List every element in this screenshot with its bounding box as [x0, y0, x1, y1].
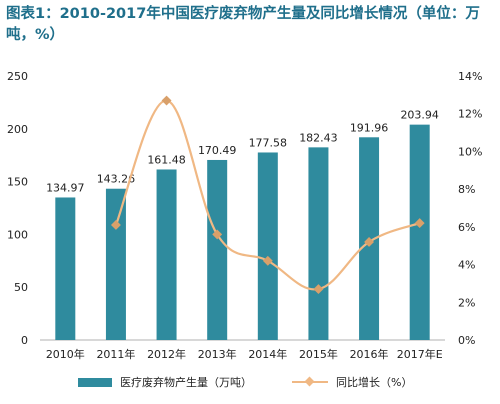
bar-data-label: 143.26	[97, 173, 136, 186]
legend-label-bar: 医疗废弃物产生量（万吨）	[120, 376, 252, 389]
bar-data-label: 177.58	[249, 136, 288, 149]
bar-data-label: 134.97	[46, 181, 85, 194]
line-point	[110, 220, 121, 230]
x-axis-ticks: 2010年 2011年 2012年 2013年 2014年 2015年 2016年 2017年…	[46, 347, 443, 361]
x-tick-label: 2016年	[350, 347, 389, 361]
legend-swatch-line	[292, 381, 328, 383]
legend-item-bar: 医疗废弃物产生量（万吨）	[78, 372, 252, 392]
y-right-tick-label: 14%	[458, 70, 482, 83]
x-tick-label: 2012年	[147, 347, 186, 361]
line-point	[313, 284, 324, 295]
y-right-tick-label: 12%	[458, 108, 482, 121]
chart-title: 图表1：2010-2017年中国医疗废弃物产生量及同比增长情况（单位：万吨，%）	[6, 6, 480, 43]
y-right-tick-label: 6%	[458, 221, 475, 234]
bar	[257, 152, 278, 340]
y-axis-right: 0% 2% 4% 6% 8% 10% 12% 14%	[458, 70, 482, 347]
y-left-tick-label: 100	[7, 228, 28, 241]
bar-data-label: 191.96	[350, 121, 389, 134]
bar	[105, 188, 126, 340]
line-point	[364, 236, 375, 247]
x-tick-label: 2010年	[46, 347, 85, 361]
y-right-tick-label: 10%	[458, 145, 482, 158]
bar-data-label: 203.94	[400, 109, 439, 122]
y-left-tick-label: 0	[21, 334, 28, 347]
line-point	[161, 95, 172, 106]
y-left-tick-label: 250	[7, 70, 28, 83]
line-series	[110, 95, 425, 295]
bar-data-labels: 134.97 143.26 161.48 170.49 177.58 182.43 191.…	[46, 109, 439, 195]
bar	[409, 124, 430, 340]
bar-data-label: 161.48	[147, 153, 186, 166]
growth-line	[114, 99, 421, 291]
bar-data-label: 170.49	[198, 144, 237, 157]
line-point	[414, 218, 425, 229]
legend-swatch-bar	[78, 377, 112, 387]
bar	[207, 159, 228, 340]
y-right-tick-label: 0%	[458, 334, 475, 347]
bar-data-label: 182.43	[299, 131, 338, 144]
y-right-tick-label: 2%	[458, 296, 475, 309]
x-tick-label: 2017年E	[397, 347, 443, 361]
bar-series	[55, 124, 430, 340]
x-tick-label: 2013年	[198, 347, 237, 361]
y-axis-left: 0 50 100 150 200 250	[7, 70, 28, 347]
line-point	[212, 229, 223, 240]
y-left-tick-label: 50	[14, 281, 28, 294]
x-tick-label: 2011年	[96, 347, 135, 361]
x-tick-label: 2015年	[299, 347, 338, 361]
y-right-tick-label: 4%	[458, 259, 475, 272]
line-point	[262, 255, 273, 266]
bar	[156, 169, 177, 340]
bar	[55, 197, 76, 340]
y-left-tick-label: 200	[7, 123, 28, 136]
y-left-tick-label: 150	[7, 176, 28, 189]
y-right-tick-label: 8%	[458, 183, 475, 196]
bar	[308, 147, 329, 340]
legend-item-line: 同比增长（%）	[292, 372, 412, 392]
legend: 医疗废弃物产生量（万吨） 同比增长（%）	[0, 372, 500, 392]
x-tick-label: 2014年	[248, 347, 287, 361]
legend-label-line: 同比增长（%）	[336, 376, 413, 389]
